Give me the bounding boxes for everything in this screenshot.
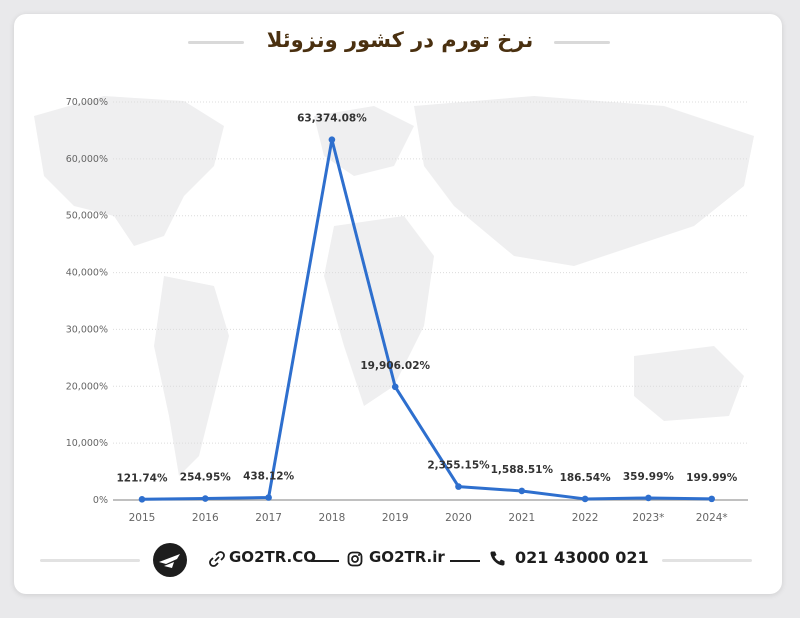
data-label: 438.12% (243, 471, 295, 483)
instagram-handle[interactable]: GO2TR.ir (369, 548, 445, 566)
phone-number[interactable]: 021 43000 021 (515, 548, 649, 567)
data-label: 186.54% (560, 472, 612, 484)
phone-icon[interactable] (489, 550, 506, 567)
data-point (328, 136, 336, 143)
y-tick-label: 30,000% (66, 324, 108, 335)
chart-title: نرخ تورم در کشور ونزوئلا (266, 28, 534, 52)
data-point (581, 495, 589, 503)
y-tick-label: 40,000% (66, 268, 108, 279)
data-point (138, 496, 146, 503)
data-point (518, 487, 526, 495)
data-points (138, 136, 715, 503)
x-tick-label: 2020 (445, 512, 472, 524)
y-tick-label: 20,000% (66, 381, 108, 392)
x-tick-label: 2022 (572, 512, 599, 524)
y-tick-label: 50,000% (66, 211, 108, 222)
data-point (708, 495, 715, 503)
footer-divider-right (662, 559, 752, 562)
link-icon[interactable] (209, 551, 225, 567)
series-line (140, 138, 714, 501)
data-label: 19,906.02% (360, 360, 430, 372)
data-label: 2,355.15% (427, 460, 490, 472)
y-axis-ticks: 0% 10,000% 20,000% 30,000% 40,000% 50,000% 60,… (66, 97, 108, 506)
title-divider-right (554, 41, 610, 44)
logo-icon (153, 543, 187, 577)
data-label: 199.99% (686, 472, 738, 484)
y-tick-label: 70,000% (66, 97, 108, 108)
x-tick-label: 2017 (255, 512, 282, 524)
x-tick-label: 2015 (129, 512, 156, 524)
data-point (265, 494, 272, 501)
x-tick-label: 2019 (382, 512, 409, 524)
data-point (645, 494, 652, 502)
data-label: 1,588.51% (491, 464, 554, 476)
data-label: 63,374.08% (297, 113, 367, 125)
footer: GO2TR.CO GO2TR.ir 021 43000 021 (0, 540, 800, 580)
series-line-inflation (140, 138, 714, 501)
x-tick-label: 2024* (696, 512, 728, 524)
website-link[interactable]: GO2TR.CO (229, 548, 317, 566)
data-label: 359.99% (623, 471, 675, 483)
instagram-icon[interactable] (347, 551, 363, 567)
grid-lines (113, 101, 748, 501)
y-tick-label: 10,000% (66, 438, 108, 449)
x-axis-ticks: 2015 2016 2017 2018 2019 2020 2021 2022 2023* 202… (129, 512, 728, 524)
data-point (391, 383, 399, 391)
data-label: 254.95% (180, 472, 232, 484)
x-tick-label: 2016 (192, 512, 219, 524)
footer-divider-left (40, 559, 140, 562)
title-divider-left (188, 41, 244, 44)
data-labels: 121.74% 254.95% 438.12% 63,374.08% 19,906.02… (116, 113, 737, 485)
y-tick-label: 0% (93, 495, 108, 506)
x-tick-label: 2023* (632, 512, 664, 524)
x-tick-label: 2018 (319, 512, 346, 524)
footer-separator-1 (311, 560, 339, 562)
x-tick-label: 2021 (508, 512, 535, 524)
y-tick-label: 60,000% (66, 154, 108, 165)
data-point (455, 483, 462, 490)
data-point (202, 495, 209, 502)
footer-separator-2 (450, 560, 480, 562)
data-label: 121.74% (116, 472, 168, 484)
world-map-background (34, 96, 754, 476)
